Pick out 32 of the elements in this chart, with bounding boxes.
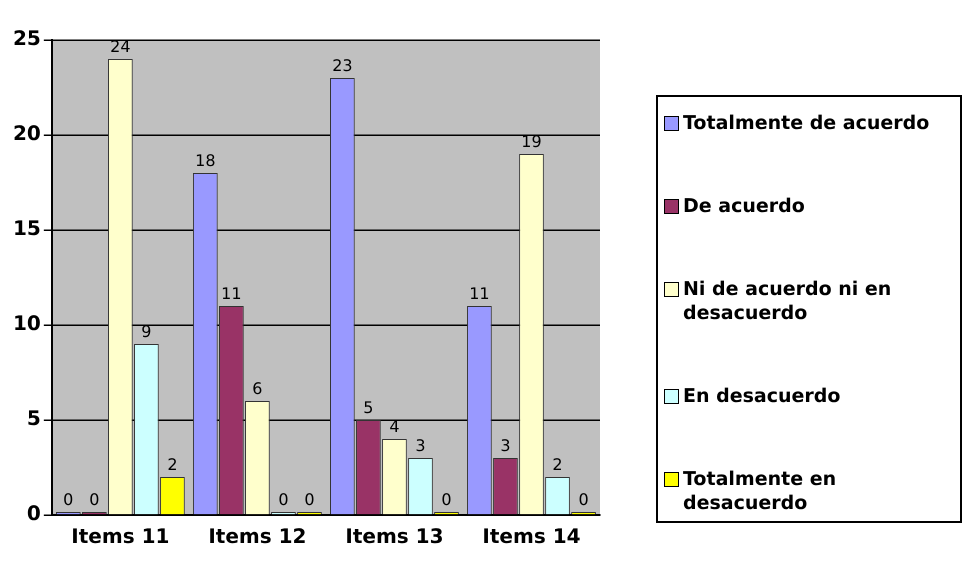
y-tick-label: 5: [26, 406, 41, 430]
data-label: 11: [469, 284, 490, 304]
y-tick-label: 20: [12, 121, 41, 146]
legend-label: En desacuerdo: [683, 384, 840, 408]
data-label: 18: [195, 151, 216, 170]
legend-label: De acuerdo: [683, 194, 805, 218]
data-label: 4: [389, 417, 400, 436]
x-tick-label: Items 12: [208, 524, 306, 548]
data-label: 0: [89, 490, 100, 510]
y-tick-label: 10: [12, 311, 41, 336]
y-tick-label: 15: [12, 216, 41, 240]
data-label: 2: [167, 455, 178, 474]
x-tick-label: Items 13: [345, 524, 444, 548]
x-tick-label: Items 11: [71, 524, 170, 548]
x-tick-label: Items 14: [482, 524, 581, 548]
y-tick-label: 0: [26, 501, 41, 526]
data-label: 0: [278, 490, 289, 510]
data-label: 2: [552, 455, 563, 474]
data-label: 23: [332, 56, 353, 76]
legend-label: Ni de acuerdo ni en desacuerdo: [683, 277, 892, 325]
y-tick-label: 25: [12, 26, 41, 50]
data-label: 11: [221, 284, 242, 304]
data-label: 5: [363, 398, 374, 418]
legend-label: Totalmente en desacuerdo: [683, 467, 838, 515]
data-label: 0: [304, 490, 315, 510]
legend-label: Totalmente de acuerdo: [683, 111, 930, 135]
data-label: 6: [252, 379, 262, 398]
data-label: 0: [578, 490, 589, 510]
data-label: 0: [441, 490, 452, 510]
data-label: 3: [500, 436, 511, 456]
data-label: 3: [415, 436, 426, 456]
data-label: 0: [63, 490, 74, 510]
